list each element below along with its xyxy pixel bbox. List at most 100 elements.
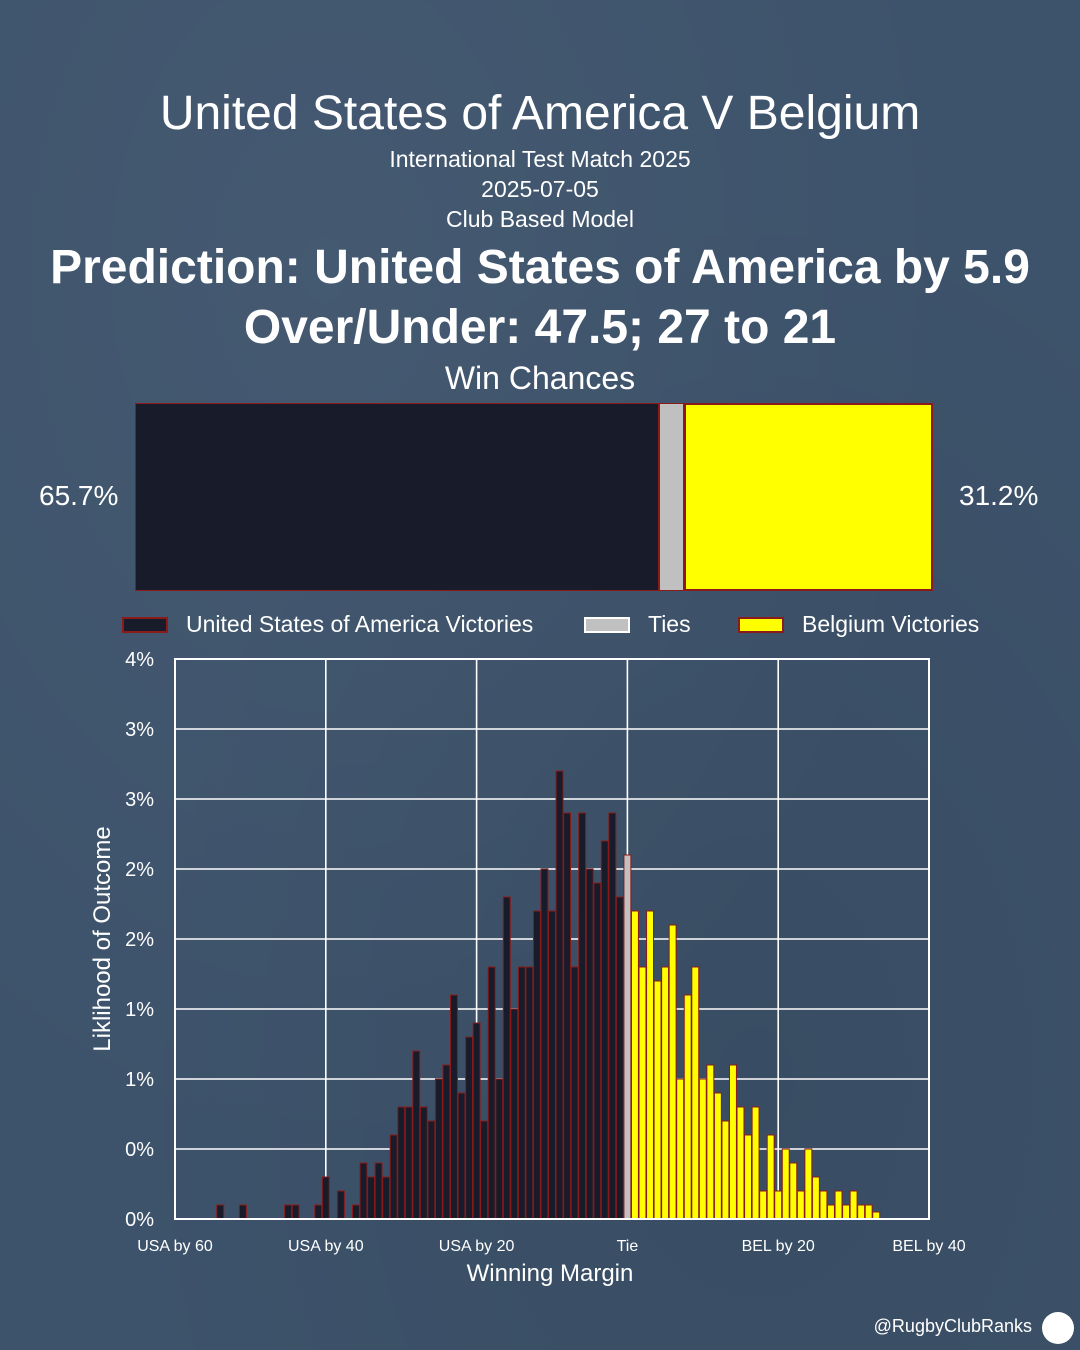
- legend-item-home: United States of America Victories: [122, 611, 533, 638]
- histogram-bar: [630, 910, 639, 1220]
- histogram-bar: [570, 966, 579, 1220]
- histogram-bar: [623, 854, 632, 1220]
- histogram-bar: [827, 1204, 835, 1220]
- chart-axes: 0% 0% 1% 1% 2% 2% 3% 3% 4% USA by 60 USA by 40 USA …: [89, 649, 966, 1287]
- histogram-bar: [759, 1190, 768, 1220]
- histogram-bar: [774, 1190, 783, 1220]
- histogram-bar: [419, 1106, 428, 1220]
- histogram-bar: [382, 1176, 391, 1220]
- legend-swatch-tie: [584, 616, 630, 633]
- histogram-bar: [238, 1204, 247, 1220]
- histogram-bar: [864, 1204, 873, 1220]
- histogram-bar: [578, 812, 587, 1220]
- histogram-bar: [698, 1078, 707, 1220]
- histogram-bar: [510, 1008, 519, 1220]
- histogram-bar: [216, 1204, 225, 1220]
- y-tick-label: 2%: [125, 929, 154, 951]
- histogram-bar: [736, 1106, 745, 1220]
- histogram-bar: [728, 1064, 737, 1220]
- histogram-bar: [442, 1064, 451, 1220]
- histogram-bar: [427, 1120, 436, 1220]
- legend-swatch-away: [738, 616, 784, 633]
- twitter-handle: @RugbyClubRanks: [873, 1316, 1032, 1336]
- y-tick-label: 2%: [125, 859, 154, 881]
- histogram-bar: [465, 1036, 474, 1220]
- y-tick-label: 4%: [125, 649, 154, 671]
- chart-legend: United States of America Victories Ties …: [0, 611, 1080, 641]
- histogram-bar: [600, 840, 609, 1220]
- histogram-bar: [457, 1092, 466, 1220]
- competition-subtitle: International Test Match 2025: [389, 146, 691, 172]
- histogram-bar: [404, 1106, 413, 1220]
- histogram-bar: [691, 966, 700, 1220]
- histogram-bar: [857, 1204, 866, 1220]
- histogram-bar: [480, 1120, 489, 1220]
- histogram-bar: [872, 1211, 881, 1220]
- histogram-bar: [548, 910, 556, 1220]
- histogram-bar: [450, 994, 458, 1220]
- home-win-percent: 65.7%: [39, 480, 119, 511]
- histogram-bar: [661, 966, 670, 1220]
- y-tick-label: 0%: [125, 1209, 154, 1231]
- away-win-percent: 31.2%: [959, 480, 1039, 511]
- histogram-bar: [638, 966, 647, 1220]
- legend-label-home: United States of America Victories: [186, 611, 534, 637]
- histogram-bar: [585, 868, 594, 1220]
- histogram-bar: [811, 1176, 820, 1220]
- legend-label-away: Belgium Victories: [802, 611, 980, 637]
- histogram-bar: [389, 1134, 398, 1220]
- brand-logo-icon: [1042, 1312, 1074, 1344]
- histogram-bar: [367, 1176, 376, 1220]
- margin-histogram: 0% 0% 1% 1% 2% 2% 3% 3% 4% USA by 60 USA by 40 USA …: [89, 649, 966, 1287]
- histogram-bar: [706, 1064, 715, 1220]
- y-tick-label: 0%: [125, 1139, 154, 1161]
- histogram-bar: [472, 1022, 481, 1220]
- histogram-bar: [781, 1148, 790, 1220]
- histogram-bar: [321, 1176, 330, 1220]
- legend-item-away: Belgium Victories: [738, 611, 979, 638]
- histogram-bar: [412, 1050, 421, 1220]
- page-title: United States of America V Belgium: [159, 87, 921, 140]
- histogram-bar: [721, 1120, 730, 1220]
- over-under-text: Over/Under: 47.5; 27 to 21: [243, 301, 837, 354]
- histogram-bar: [683, 994, 692, 1220]
- y-tick-label: 1%: [125, 1069, 154, 1091]
- y-tick-label: 3%: [125, 789, 154, 811]
- histogram-bar: [525, 966, 534, 1220]
- histogram-bar: [676, 1078, 685, 1220]
- model-name: Club Based Model: [446, 206, 634, 232]
- home-win-segment: [135, 403, 660, 591]
- plot-frame: [174, 658, 930, 1220]
- histogram-bar: [834, 1190, 843, 1220]
- histogram-bar: [397, 1106, 406, 1220]
- histogram-bar: [351, 1204, 360, 1220]
- histogram-bar: [608, 812, 617, 1220]
- legend-label-tie: Ties: [648, 611, 691, 637]
- histogram-bar: [849, 1190, 858, 1220]
- histogram-bar: [842, 1204, 851, 1220]
- histogram-bar: [593, 882, 602, 1220]
- histogram-bar: [615, 896, 624, 1220]
- histogram-bar: [374, 1162, 383, 1220]
- histogram-bar: [563, 812, 572, 1220]
- histogram-bar: [766, 1134, 775, 1220]
- histogram-bar: [713, 1092, 722, 1220]
- x-tick-label: Tie: [617, 1238, 639, 1255]
- x-axis-title: Winning Margin: [467, 1260, 634, 1287]
- histogram-bar: [336, 1190, 345, 1220]
- histogram-bar: [555, 770, 564, 1220]
- histogram-bar: [668, 924, 677, 1220]
- histogram-bar: [291, 1204, 300, 1220]
- x-tick-label: USA by 40: [288, 1238, 364, 1255]
- histogram-bar: [653, 980, 662, 1220]
- y-axis-title: Liklihood of Outcome: [89, 826, 116, 1051]
- x-tick-label: USA by 60: [137, 1238, 213, 1255]
- x-tick-label: USA by 20: [439, 1238, 515, 1255]
- chart-bars: [216, 770, 881, 1220]
- x-tick-label: BEL by 40: [892, 1238, 965, 1255]
- histogram-bar: [796, 1190, 805, 1220]
- legend-swatch-home: [122, 616, 168, 633]
- histogram-bar: [789, 1162, 798, 1220]
- win-chances-title: Win Chances: [444, 360, 636, 396]
- y-tick-label: 1%: [125, 999, 154, 1021]
